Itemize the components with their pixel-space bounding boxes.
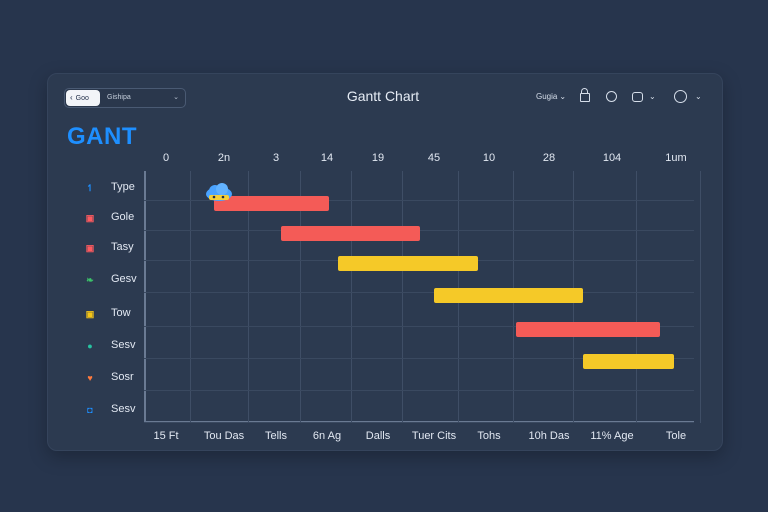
timeline-top-label: 3	[272, 152, 280, 164]
task-bar[interactable]	[280, 226, 420, 241]
pin-icon: ↿	[86, 183, 94, 193]
grid-column-line	[636, 171, 637, 423]
back-arrow-icon: ‹	[70, 93, 73, 102]
row-label[interactable]: Tow	[111, 307, 131, 319]
grid-column-line	[190, 171, 191, 423]
brand-logo-title: GANT	[67, 123, 137, 150]
timeline-bottom-label: 6n Ag	[312, 430, 342, 442]
back-button[interactable]: ‹ Goo	[66, 90, 100, 106]
square-icon: ▣	[85, 243, 95, 253]
task-bar[interactable]	[434, 288, 584, 303]
row-label[interactable]: Sosr	[111, 371, 134, 383]
back-label: Goo	[75, 95, 89, 102]
lock-icon	[580, 88, 590, 102]
timeline-top-label: 1um	[665, 152, 687, 164]
avatar-icon	[674, 90, 687, 103]
window-icon	[632, 92, 643, 102]
timeline-bottom-label: Dalls	[365, 430, 391, 442]
task-bar[interactable]	[338, 256, 478, 271]
window-title: Gantt Chart	[346, 88, 420, 104]
y-axis	[144, 171, 146, 423]
grid-column-line	[402, 171, 403, 423]
view-select[interactable]: Gugia ⌄	[536, 87, 566, 107]
breadcrumb-selector[interactable]: ‹ Goo Gishipa ⌄	[64, 88, 186, 108]
timeline-top-label: 2n	[217, 152, 231, 164]
row-label[interactable]: Tasy	[111, 241, 134, 253]
square-icon: ▣	[85, 213, 95, 223]
grid-column-line	[351, 171, 352, 423]
timeline-bottom-label: 10h Das	[528, 430, 570, 442]
account-button[interactable]	[674, 87, 688, 107]
account-menu-chevron[interactable]: ⌄	[695, 87, 702, 107]
timeline-bottom-label: 11% Age	[590, 430, 634, 442]
cloud-icon	[206, 183, 232, 201]
grid-column-line	[700, 171, 701, 423]
heart-icon: ♥	[87, 373, 93, 383]
chevron-down-icon: ⌄	[695, 92, 702, 101]
row-label[interactable]: Sesv	[111, 403, 136, 415]
timeline-top-label: 45	[427, 152, 441, 164]
grid-row-line	[144, 422, 694, 423]
timeline-bottom-label: Tohs	[477, 430, 501, 442]
lock-button[interactable]	[580, 87, 592, 107]
leaf-icon: ❧	[86, 275, 94, 285]
task-bar[interactable]	[213, 196, 329, 211]
grid-row-line	[144, 358, 694, 359]
row-label[interactable]: Sesv	[111, 339, 136, 351]
view-select-label: Gugia	[536, 92, 558, 101]
timeline-top-label: 104	[602, 152, 622, 164]
timeline-top-label: 19	[371, 152, 385, 164]
grid-row-line	[144, 200, 694, 201]
gantt-window: ‹ Goo Gishipa ⌄ Gantt Chart Gugia ⌄ ⌄ ⌄ GA…	[47, 73, 723, 451]
refresh-icon	[606, 91, 617, 102]
grid-row-line	[144, 292, 694, 293]
grid-column-line	[300, 171, 301, 423]
sync-button[interactable]	[606, 87, 618, 107]
grid-row-line	[144, 326, 694, 327]
timeline-bottom-label: Tou Das	[203, 430, 245, 442]
timeline-bottom-label: Tells	[264, 430, 288, 442]
timeline-top-label: 0	[162, 152, 170, 164]
circle-icon: ●	[87, 341, 93, 351]
row-label[interactable]: Gesv	[111, 273, 137, 285]
timeline-bottom-label: Tole	[665, 430, 687, 442]
chevron-down-icon: ⌄	[559, 92, 567, 101]
grid-column-line	[248, 171, 249, 423]
timeline-top-label: 28	[542, 152, 556, 164]
square-icon: ▣	[85, 309, 95, 319]
chevron-down-icon: ⌄	[649, 92, 656, 101]
toolbar: ‹ Goo Gishipa ⌄ Gantt Chart Gugia ⌄ ⌄ ⌄	[48, 74, 722, 120]
timeline-bottom-label: 15 Ft	[153, 430, 179, 442]
breadcrumb-text: Gishipa	[107, 94, 131, 101]
task-bar[interactable]	[583, 354, 674, 369]
more-menu-chevron[interactable]: ⌄	[649, 87, 656, 107]
share-button[interactable]	[632, 87, 644, 107]
task-bar[interactable]	[516, 322, 660, 337]
row-label[interactable]: Type	[111, 181, 135, 193]
timeline-top-label: 14	[320, 152, 334, 164]
row-label[interactable]: Gole	[111, 211, 135, 223]
grid-row-line	[144, 390, 694, 391]
chevron-down-icon[interactable]: ⌄	[173, 94, 179, 101]
chat-icon: ◘	[87, 405, 93, 415]
timeline-bottom-label: Tuer Cits	[411, 430, 457, 442]
timeline-top-label: 10	[482, 152, 496, 164]
